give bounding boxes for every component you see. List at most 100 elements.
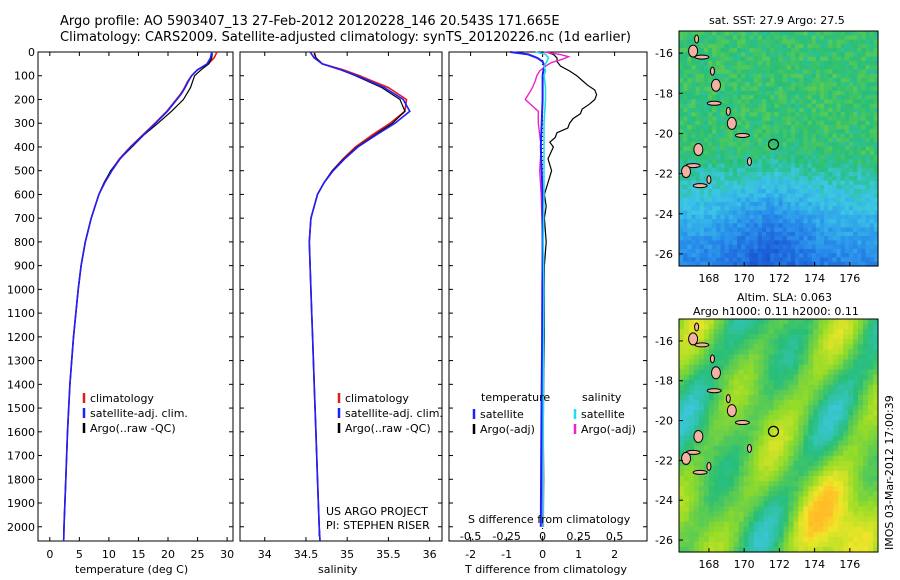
map-cell-sla_map [698,349,705,356]
map-cell-sst_map [819,206,825,212]
map-cell-sst_map [811,219,817,224]
map-cell-sst_map [728,112,734,118]
map-cell-sst_map [708,189,713,194]
map-cell-sla_map [753,319,760,325]
map-cell-sst_map [848,69,854,75]
map-cell-sst_map [869,52,875,58]
map-cell-sla_map [793,476,799,482]
map-cell-sst_map [691,56,697,62]
map-cell-sst_map [699,48,705,53]
map-cell-sst_map [853,150,858,156]
map-cell-sst_map [844,120,850,126]
map-cell-sla_map [733,526,740,533]
map-cell-sst_map [836,137,842,143]
map-cell-sst_map [770,223,775,229]
map-cell-sst_map [761,86,767,92]
map-cell-sla_map [688,486,695,492]
map-cell-sla_map [863,506,869,513]
map-cell-sst_map [745,65,751,71]
map-cell-sla_map [793,460,799,467]
map-cell-sla_map [743,455,750,462]
map-cell-sla_map [843,501,849,508]
map-cell-sst_map [803,103,809,109]
map-cell-sst_map [679,219,684,224]
map-cell-sla_map [793,364,799,371]
map-cell-sla_map [838,334,844,340]
map-cell-sst_map [770,69,775,75]
map-cell-sst_map [869,227,875,233]
map-cell-sla_map [828,536,834,543]
map-cell-sst_map [844,180,850,186]
map-cell-sla_map [778,400,785,406]
map-cell-sla_map [813,379,819,386]
map-cell-sla_map [708,324,715,330]
map-cell-sst_map [774,73,780,79]
map-cell-sla_map [713,506,720,513]
map-cell-sla_map [798,329,804,335]
map-cell-sla_map [718,435,725,442]
map-cell-sst_map [712,184,717,190]
map-cell-sst_map [811,99,817,105]
map-cell-sla_map [733,521,740,528]
map-cell-sst_map [712,52,717,58]
map-cell-sst_map [857,257,863,263]
map-cell-sst_map [840,31,846,36]
map-cell-sst_map [815,65,821,71]
map-cell-sla_map [778,425,785,432]
map-cell-sla_map [728,521,735,528]
map-cell-sst_map [691,35,697,41]
map-cell-sst_map [848,82,854,88]
map-cell-sst_map [782,184,788,190]
map-cell-sst_map [778,201,784,207]
map-cell-sst_map [761,159,767,165]
map-cell-sst_map [708,167,713,173]
map-cell-sst_map [790,120,796,126]
map-cell-sst_map [761,137,767,143]
map-cell-sst_map [853,227,858,233]
map-cell-sst_map [832,146,838,152]
map-cell-sst_map [836,120,842,126]
map-cell-sla_map [693,374,700,381]
map-cell-sla_map [723,460,730,467]
map-cell-sst_map [824,65,829,71]
map-cell-sla_map [778,435,785,442]
map-cell-sst_map [807,197,813,203]
map-cell-sla_map [738,496,745,502]
map-cell-sst_map [865,133,871,139]
map-cell-sla_map [853,329,859,335]
map-cell-sst_map [770,253,775,259]
map-cell-sla_map [758,531,765,538]
map-cell-sst_map [865,163,871,169]
map-cell-sst_map [782,56,788,62]
map-cell-sst_map [728,231,734,237]
map-cell-sst_map [687,86,693,92]
map-cell-sst_map [853,90,858,96]
map-cell-sst_map [757,180,763,186]
map-cell-sla_map [763,329,770,335]
map-cell-sst_map [790,48,796,53]
map-cell-sla_map [713,349,720,356]
map-cell-sst_map [799,253,804,259]
map-cell-sst_map [732,95,738,100]
map-cell-sla_map [818,531,824,538]
map-cell-sla_map [813,319,819,325]
map-cell-sst_map [687,137,693,143]
map-cell-sst_map [857,167,863,173]
map-cell-sla_map [703,435,710,442]
map-cell-sst_map [716,231,722,237]
map-cell-sla_map [858,526,864,533]
map-cell-sst_map [832,257,838,263]
map-cell-sla_map [693,455,700,462]
map-cell-sst_map [766,193,771,199]
map-cell-sst_map [815,223,821,229]
map-cell-sla_map [853,526,859,533]
map-cell-sst_map [757,129,763,135]
island-outline [694,34,700,44]
map-cell-sla_map [718,440,725,447]
map-cell-sla_map [758,384,765,391]
map-cell-sst_map [683,240,688,246]
map-cell-sla_map [863,425,869,432]
map-cell-sla_map [848,379,854,386]
map-cell-sst_map [724,129,730,135]
map-cell-sst_map [873,227,879,233]
